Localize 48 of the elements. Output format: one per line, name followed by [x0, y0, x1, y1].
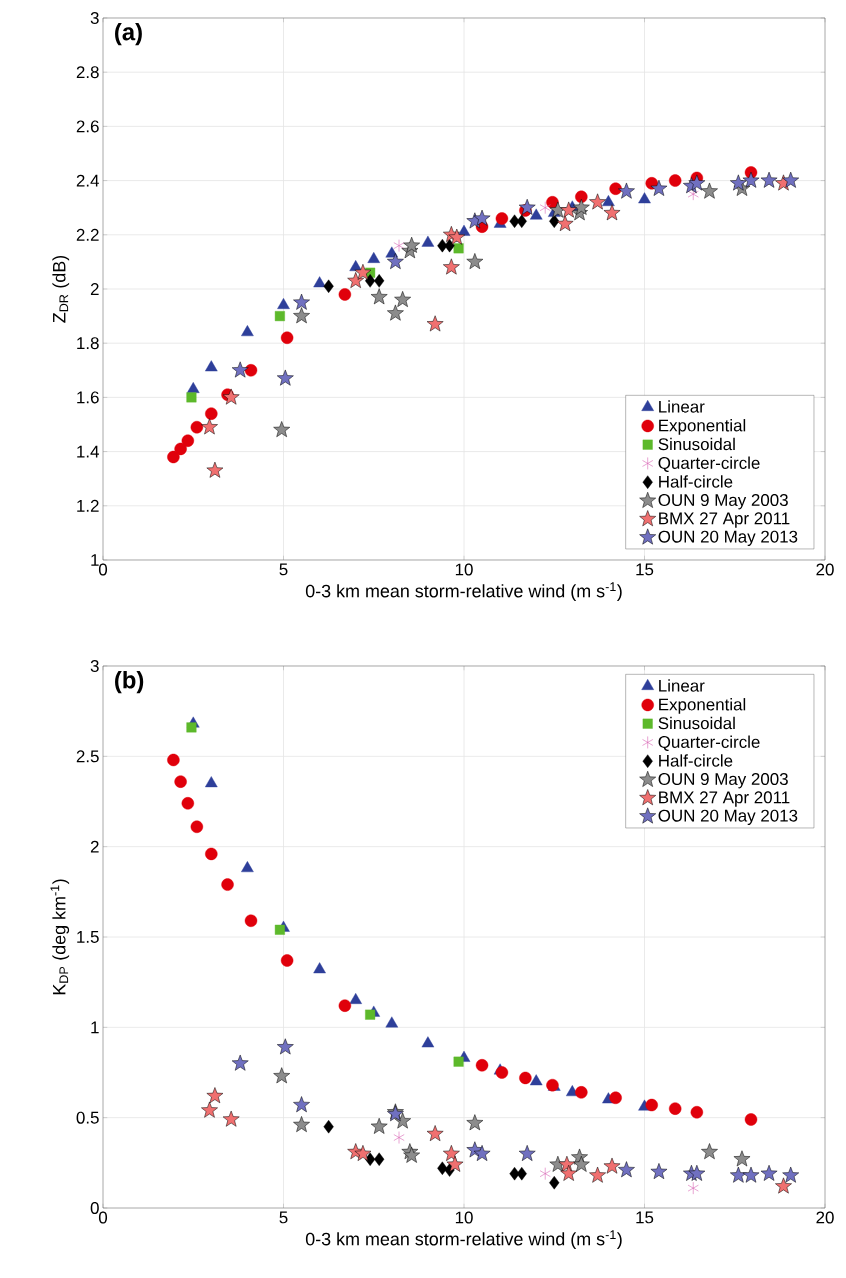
x-tick-label: 20: [816, 1211, 834, 1224]
x-tick-label: 5: [279, 563, 288, 576]
legend-label: Quarter-circle: [658, 735, 760, 752]
x-tick-label: 20: [816, 563, 834, 576]
legend-label: Exponential: [659, 419, 746, 435]
annotation: (b): [115, 670, 144, 694]
y-tick-label: 2: [90, 283, 99, 295]
legend-label: BMX 27 Apr 2011: [659, 791, 790, 807]
legend-label: OUN 20 May 2013: [658, 809, 798, 825]
x-axis-title: 0-3 km mean storm-relative wind (m s$^{-1}$): [305, 582, 622, 601]
annotation: (a): [115, 22, 142, 46]
x-axis-title: 0-3 km mean storm-relative wind (m s$^{-1}$): [305, 1230, 622, 1249]
y-tick-label: 1.6: [77, 391, 99, 404]
y-tick-label: 0.5: [76, 1111, 99, 1124]
y-tick-label: 2.2: [76, 228, 99, 241]
legend-label: Linear: [659, 679, 705, 692]
legend-label: OUN 9 May 2003: [658, 494, 788, 510]
legend-label: Sinusoidal: [658, 716, 735, 730]
y-tick-label: 1.2: [77, 499, 99, 512]
y-axis-title: K$_{DP}$ (deg km$^{-1}$): [50, 879, 70, 995]
x-tick-label: 10: [455, 563, 473, 576]
y-tick-label: 1: [91, 554, 99, 566]
y-tick-label: 2.6: [76, 120, 99, 133]
x-tick-label: 10: [455, 1211, 473, 1224]
legend-label: Exponential: [659, 698, 746, 714]
legend-label: OUN 9 May 2003: [658, 773, 788, 789]
y-tick-label: 0: [90, 1202, 99, 1214]
y-axis-title: Z$_{DR}$ (dB): [52, 255, 70, 323]
legend-label: Quarter-circle: [658, 456, 760, 473]
y-tick-label: 1: [91, 1021, 99, 1034]
x-tick-label: 15: [636, 563, 654, 576]
y-tick-label: 3: [90, 660, 99, 672]
y-tick-label: 1.8: [77, 337, 99, 350]
y-tick-label: 2.5: [76, 750, 99, 763]
legend-label: OUN 20 May 2013: [658, 530, 798, 546]
legend-label: Half-circle: [659, 475, 733, 488]
legend-label: Linear: [659, 400, 705, 413]
y-tick-label: 3: [90, 11, 99, 24]
legend-label: Sinusoidal: [658, 437, 735, 451]
y-tick-label: 1.5: [77, 931, 99, 943]
legend-label: Half-circle: [659, 754, 733, 767]
legend-label: BMX 27 Apr 2011: [659, 512, 790, 528]
x-tick-label: 5: [279, 1211, 288, 1224]
y-tick-label: 2.4: [76, 174, 99, 187]
x-tick-label: 15: [636, 1211, 654, 1224]
y-tick-label: 2.8: [76, 66, 99, 79]
y-tick-label: 1.4: [77, 445, 99, 458]
y-tick-label: 2: [90, 840, 99, 853]
